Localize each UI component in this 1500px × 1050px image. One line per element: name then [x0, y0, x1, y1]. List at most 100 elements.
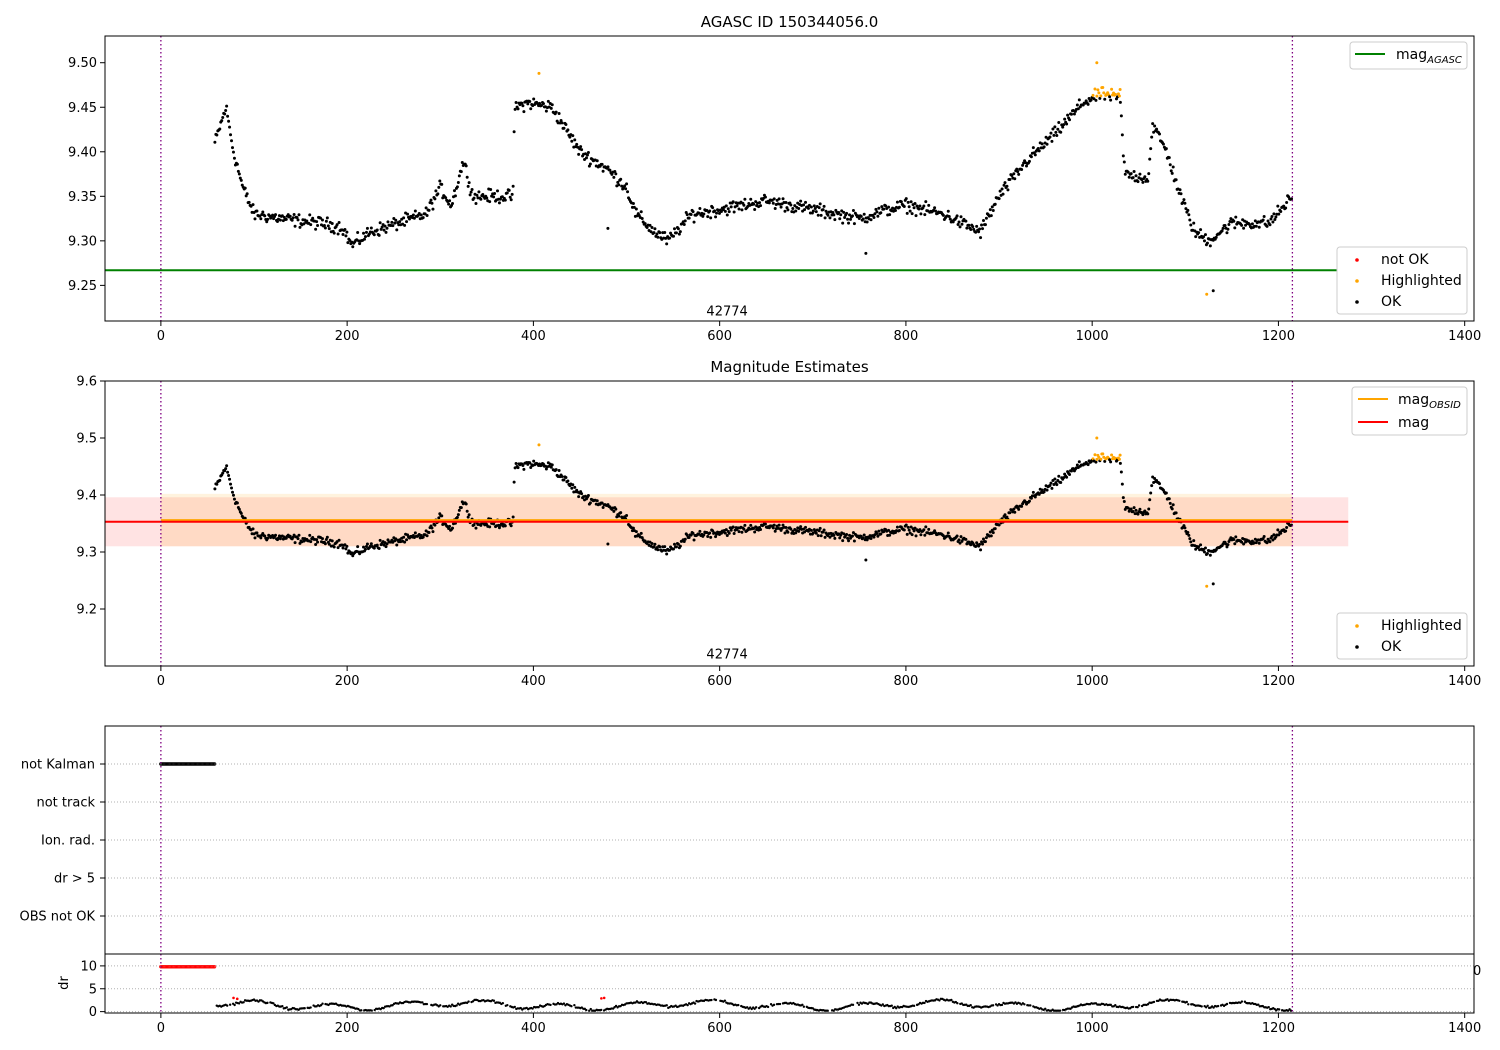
ok-point	[1188, 218, 1192, 222]
ok-point	[1197, 231, 1201, 235]
ok-point	[650, 225, 654, 229]
dr-point	[382, 1006, 385, 1010]
ok-point	[451, 201, 455, 205]
ok-point	[988, 208, 992, 212]
ok-point	[663, 545, 667, 549]
ok-point	[683, 537, 687, 541]
ok-point	[923, 533, 927, 537]
ok-point	[296, 537, 300, 541]
ok-point	[910, 533, 914, 537]
ok-point	[580, 148, 584, 152]
ok-point	[356, 545, 360, 549]
ok-point	[895, 200, 899, 204]
ok-point	[905, 211, 909, 215]
highlighted-point	[1205, 292, 1209, 296]
ok-point	[228, 125, 232, 129]
ok-point	[559, 118, 563, 122]
dr-axes-frame	[104, 953, 1475, 1014]
ok-point	[323, 542, 327, 546]
ok-point	[1118, 461, 1122, 465]
ok-point	[876, 534, 880, 538]
ok-point	[906, 200, 910, 204]
ok-point	[672, 547, 676, 551]
ok-point	[735, 204, 739, 208]
ok-point	[806, 206, 810, 210]
ok-point	[1208, 244, 1212, 248]
ok-point	[965, 226, 969, 230]
highlighted-point	[1113, 92, 1117, 96]
ok-point	[818, 526, 822, 530]
ok-point	[749, 523, 753, 527]
ok-point	[752, 527, 756, 531]
ok-point	[665, 552, 669, 556]
ok-point	[511, 184, 515, 188]
ok-point	[619, 177, 623, 181]
ok-point	[346, 241, 350, 245]
ok-point	[653, 227, 657, 231]
ok-point	[509, 524, 513, 528]
ok-point	[682, 540, 686, 544]
ok-point	[595, 159, 599, 163]
flag-row-label: not track	[36, 796, 95, 811]
ok-point	[275, 220, 279, 224]
ok-point	[459, 170, 463, 174]
ok-point	[1122, 160, 1126, 164]
ok-point	[895, 525, 899, 529]
ok-point	[794, 209, 798, 213]
dr-point	[1187, 1003, 1190, 1006]
ok-point	[228, 477, 232, 481]
dr-point	[802, 1005, 806, 1008]
dr-panel: 0 200 400 600 800 1000 1200 1400 0 5 10 dr 0	[57, 953, 1481, 1036]
ok-point	[1158, 132, 1162, 136]
dr-point	[912, 1004, 916, 1008]
ok-point	[698, 207, 702, 211]
dr-point	[1044, 1007, 1047, 1010]
dr-point	[519, 1006, 522, 1010]
not-kalman-point	[211, 762, 216, 766]
ok-point	[1290, 197, 1294, 201]
ok-point	[549, 465, 553, 469]
ok-point	[1048, 484, 1052, 488]
ok-point	[709, 535, 713, 539]
ok-point	[923, 213, 927, 217]
ok-point	[823, 216, 827, 220]
ok-point	[674, 231, 678, 235]
ok-point	[1000, 187, 1004, 191]
ok-point	[645, 225, 649, 229]
ok-point	[570, 139, 574, 143]
ok-point	[406, 212, 410, 216]
ok-point	[1048, 135, 1052, 139]
ok-point	[677, 232, 681, 236]
ok-point	[959, 535, 963, 539]
ok-point	[424, 206, 428, 210]
ok-point	[749, 197, 753, 201]
dr-point	[1131, 1005, 1135, 1009]
ok-point	[430, 201, 434, 205]
ok-point	[1008, 511, 1012, 515]
ok-point	[358, 242, 362, 246]
ok-point	[220, 119, 224, 123]
ok-point	[259, 217, 263, 221]
ok-point	[909, 525, 913, 529]
ok-point	[841, 221, 845, 225]
ok-point	[1257, 541, 1261, 545]
ok-point	[1242, 226, 1246, 230]
ok-point	[364, 230, 368, 234]
ok-point	[877, 206, 881, 210]
highlighted-point	[1095, 94, 1099, 98]
ok-point	[488, 525, 492, 529]
ok-point	[467, 181, 471, 185]
ok-point	[324, 219, 328, 223]
dr-point	[421, 1001, 424, 1004]
ok-point	[1227, 222, 1231, 226]
ok-point	[1254, 541, 1258, 545]
ok-point	[1136, 180, 1140, 184]
dr-axis-label: dr	[57, 976, 72, 990]
ok-point	[731, 200, 735, 204]
ok-point	[933, 206, 937, 210]
ok-point	[623, 184, 627, 188]
ok-point	[908, 209, 912, 213]
ok-point	[1223, 224, 1227, 228]
ok-point	[959, 215, 963, 219]
ok-point	[616, 180, 620, 184]
